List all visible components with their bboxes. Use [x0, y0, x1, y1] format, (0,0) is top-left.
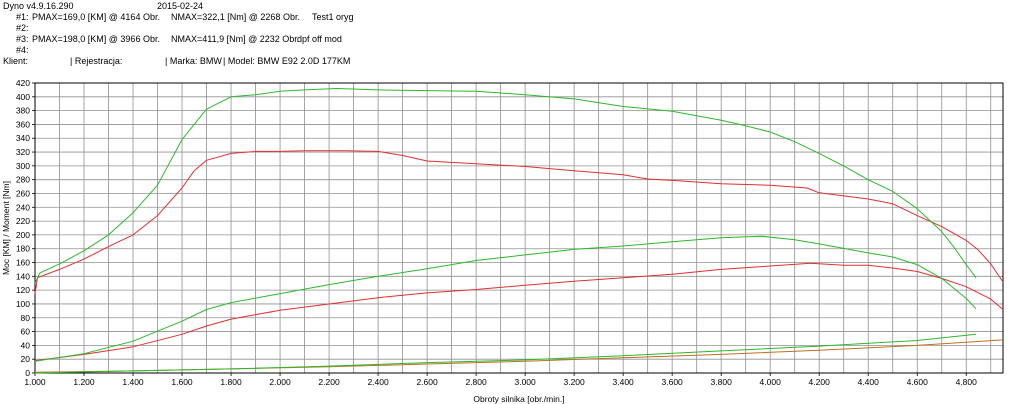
- y-tick-label: 40: [21, 340, 31, 350]
- run-4-label: #4:: [16, 45, 29, 55]
- y-tick-label: 260: [16, 188, 30, 198]
- y-tick-label: 140: [16, 271, 30, 281]
- y-axis-title: Moc [KM] / Moment [Nm]: [1, 181, 11, 275]
- y-tick-label: 240: [16, 202, 30, 212]
- y-tick-label: 200: [16, 230, 30, 240]
- y-tick-label: 340: [16, 133, 30, 143]
- y-tick-label: 280: [16, 175, 30, 185]
- y-tick-label: 360: [16, 119, 30, 129]
- run-1-note: Test1 oryg: [312, 12, 354, 22]
- x-tick-label: 1.400: [122, 377, 144, 387]
- run-3-note: dpf off mod: [297, 34, 342, 44]
- x-tick-label: 4.800: [956, 377, 978, 387]
- run-2-label: #2:: [16, 23, 29, 33]
- series-run3-torque-line: [34, 88, 977, 284]
- test-date: 2015-02-24: [157, 1, 204, 11]
- run-1-pmax: PMAX=169,0 [KM] @ 4164 Obr.: [32, 12, 160, 22]
- make-label: | Marka: BMW: [165, 56, 222, 66]
- x-tick-label: 1.200: [73, 377, 95, 387]
- x-tick-label: 2.800: [465, 377, 487, 387]
- x-tick-label: 1.600: [171, 377, 193, 387]
- x-tick-label: 2.400: [367, 377, 389, 387]
- x-axis-title: Obroty silnika [obr./min.]: [473, 394, 564, 404]
- series-run1-power-line: [34, 262, 1004, 362]
- x-tick-label: 2.600: [416, 377, 438, 387]
- y-tick-label: 320: [16, 147, 30, 157]
- x-tick-label: 4.000: [760, 377, 782, 387]
- run-3-pmax: PMAX=198,0 [KM] @ 3966 Obr.: [32, 34, 160, 44]
- y-tick-label: 420: [16, 78, 30, 88]
- run-1-label: #1:: [16, 12, 29, 22]
- y-tick-label: 160: [16, 258, 30, 268]
- x-tick-label: 3.600: [662, 377, 684, 387]
- run-3-nmax: NMAX=411,9 [Nm] @ 2232 Obr.: [171, 34, 300, 44]
- x-tick-label: 4.200: [809, 377, 831, 387]
- x-tick-label: 2.000: [269, 377, 291, 387]
- client-label: Klient:: [3, 56, 29, 66]
- series-run1-torque-line: [34, 150, 1004, 294]
- y-tick-label: 80: [21, 313, 31, 323]
- series-run3-loss-line: [34, 333, 977, 374]
- app-version: Dyno v4.9.16.290: [3, 1, 74, 11]
- x-tick-label: 3.200: [563, 377, 585, 387]
- y-tick-label: 20: [21, 354, 31, 364]
- y-tick-label: 380: [16, 106, 30, 116]
- x-tick-label: 3.800: [711, 377, 733, 387]
- x-tick-label: 4.600: [907, 377, 929, 387]
- x-tick-label: 1.000: [24, 377, 46, 387]
- y-tick-label: 100: [16, 299, 30, 309]
- plot-border: [34, 82, 1004, 374]
- registration-label: | Rejestracja:: [70, 56, 123, 66]
- x-tick-label: 1.800: [220, 377, 242, 387]
- y-tick-label: 300: [16, 161, 30, 171]
- x-tick-label: 3.400: [613, 377, 635, 387]
- y-tick-label: 180: [16, 244, 30, 254]
- run-3-label: #3:: [16, 34, 29, 44]
- model-label: | Model: BMW E92 2.0D 177KM: [223, 56, 351, 66]
- plot-area: [35, 83, 1003, 373]
- y-tick-label: 60: [21, 327, 31, 337]
- y-tick-label: 0: [25, 368, 30, 378]
- x-tick-label: 4.400: [858, 377, 880, 387]
- y-tick-label: 120: [16, 285, 30, 295]
- run-1-nmax: NMAX=322,1 [Nm] @ 2268 Obr.: [171, 12, 300, 22]
- x-tick-label: 2.200: [318, 377, 340, 387]
- x-tick-label: 3.000: [514, 377, 536, 387]
- y-tick-label: 220: [16, 216, 30, 226]
- y-tick-label: 400: [16, 92, 30, 102]
- series-run3-power-line: [34, 235, 977, 362]
